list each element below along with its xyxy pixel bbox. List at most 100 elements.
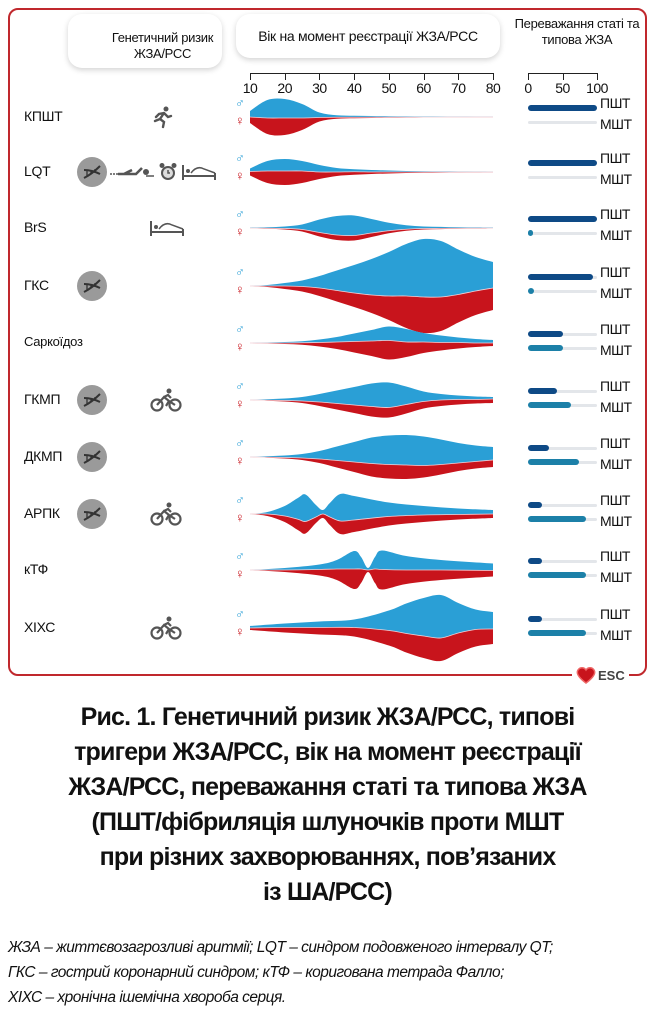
mt-bar-track xyxy=(528,290,597,293)
age-axis-tick xyxy=(458,73,460,80)
male-symbol: ♂ xyxy=(235,206,245,221)
vt-bar-track xyxy=(528,390,597,393)
violin-split-line xyxy=(249,456,494,466)
vt-bar-track xyxy=(528,504,597,507)
male-symbol: ♂ xyxy=(235,264,245,279)
caption-line: із ША/РСС) xyxy=(263,878,393,906)
violin-split-line xyxy=(249,170,493,173)
esc-logo: ESC xyxy=(572,666,629,684)
mt-label: МШТ xyxy=(600,342,632,358)
sex-vt-header: Переважання статі та типова ЖЗА xyxy=(514,16,640,47)
female-violin xyxy=(250,568,493,590)
cycling-icon xyxy=(150,502,182,531)
vt-bar-track xyxy=(528,333,597,336)
running-icon xyxy=(150,105,174,134)
female-symbol: ♀ xyxy=(235,510,245,525)
mt-bar xyxy=(528,230,533,236)
vt-label: ПШТ xyxy=(600,95,630,111)
age-axis-tick xyxy=(250,73,251,80)
mt-label: МШТ xyxy=(600,513,632,529)
age-axis-tick xyxy=(319,73,321,80)
female-symbol: ♀ xyxy=(235,339,245,354)
age-tick-label: 70 xyxy=(450,80,466,96)
female-symbol: ♀ xyxy=(235,224,245,239)
footnote-line: ЖЗА – життєвозагрозливі аритмії; LQT – с… xyxy=(8,939,553,956)
violin-split-line xyxy=(249,398,494,408)
mt-bar-track xyxy=(528,347,597,350)
vt-label: ПШТ xyxy=(600,264,630,280)
disease-label: Саркоїдоз xyxy=(24,334,83,349)
age-tick-label: 20 xyxy=(277,80,292,96)
mt-bar-track xyxy=(528,232,597,235)
vt-bar xyxy=(528,105,597,111)
bar-axis-tick xyxy=(562,73,564,80)
male-symbol: ♂ xyxy=(235,435,245,450)
age-tick-label: 30 xyxy=(312,80,327,96)
mt-label: МШТ xyxy=(600,456,632,472)
dna-icon xyxy=(76,270,108,307)
vt-label: ПШТ xyxy=(600,378,630,394)
female-symbol: ♀ xyxy=(235,282,245,297)
dna-icon xyxy=(76,441,108,478)
vt-label: ПШТ xyxy=(600,321,630,337)
mt-label: МШТ xyxy=(600,227,632,243)
bar-tick-label: 100 xyxy=(586,80,608,96)
violin-split-line xyxy=(250,340,494,344)
vt-bar-track xyxy=(528,560,597,563)
age-header: Вік на момент реєстрації ЖЗА/РСС xyxy=(258,28,478,44)
mt-label: МШТ xyxy=(600,171,632,187)
vt-bar-track xyxy=(528,447,597,450)
male-symbol: ♂ xyxy=(235,548,245,563)
age-axis-tick xyxy=(493,73,494,80)
vt-label: ПШТ xyxy=(600,492,630,508)
caption-line: ЖЗА/РСС, переважання статі та типова ЖЗА xyxy=(68,773,587,801)
alarm-clock-icon xyxy=(158,162,178,187)
vt-bar xyxy=(528,160,597,166)
disease-label: ДКМП xyxy=(24,448,63,464)
disease-label: ГКМП xyxy=(24,391,61,407)
bar-tick-label: 50 xyxy=(555,80,570,96)
disease-label: КПШТ xyxy=(24,108,63,124)
figure-frame xyxy=(8,8,647,676)
female-violin xyxy=(250,513,493,535)
vt-bar-track xyxy=(528,618,597,621)
female-violin xyxy=(250,457,493,480)
male-symbol: ♂ xyxy=(235,321,245,336)
cycling-icon xyxy=(150,388,182,417)
mt-bar xyxy=(528,288,534,294)
age-tick-label: 50 xyxy=(381,80,397,96)
mt-label: МШТ xyxy=(600,285,632,301)
bed-icon xyxy=(182,163,216,186)
age-tick-label: 40 xyxy=(346,80,362,96)
age-axis-tick xyxy=(423,73,425,80)
esc-logo-text: ESC xyxy=(598,667,625,683)
caption-line: тригери ЖЗА/РСС, вік на момент реєстраці… xyxy=(74,738,582,766)
age-header-pill xyxy=(236,14,500,58)
female-symbol: ♀ xyxy=(235,396,245,411)
age-axis-tick xyxy=(354,73,356,80)
caption-line: (ПШТ/фібриляція шлуночків проти МШТ xyxy=(91,808,565,836)
female-symbol: ♀ xyxy=(235,624,245,639)
violin-plots xyxy=(249,98,494,662)
swimming-icon xyxy=(110,164,154,185)
mt-bar xyxy=(528,516,586,522)
female-violin xyxy=(250,117,493,136)
vt-bar xyxy=(528,616,542,622)
disease-label: LQT xyxy=(24,163,51,179)
violin-split-line xyxy=(249,568,494,571)
male-symbol: ♂ xyxy=(235,150,245,165)
disease-label: кТФ xyxy=(24,561,48,577)
bar-axis-tick xyxy=(597,73,598,80)
dna-icon xyxy=(76,498,108,535)
male-symbol: ♂ xyxy=(235,492,245,507)
vt-label: ПШТ xyxy=(600,548,630,564)
vt-bar xyxy=(528,274,593,280)
male-symbol: ♂ xyxy=(235,95,245,110)
vt-label: ПШТ xyxy=(600,206,630,222)
disease-label: ХІХС xyxy=(24,619,56,635)
male-violin xyxy=(250,326,493,344)
genetic-risk-header: Генетичний ризик ЖЗА/РСС xyxy=(111,30,214,61)
dna-icon xyxy=(76,156,108,193)
vt-bar xyxy=(528,388,557,394)
mt-label: МШТ xyxy=(600,627,632,643)
